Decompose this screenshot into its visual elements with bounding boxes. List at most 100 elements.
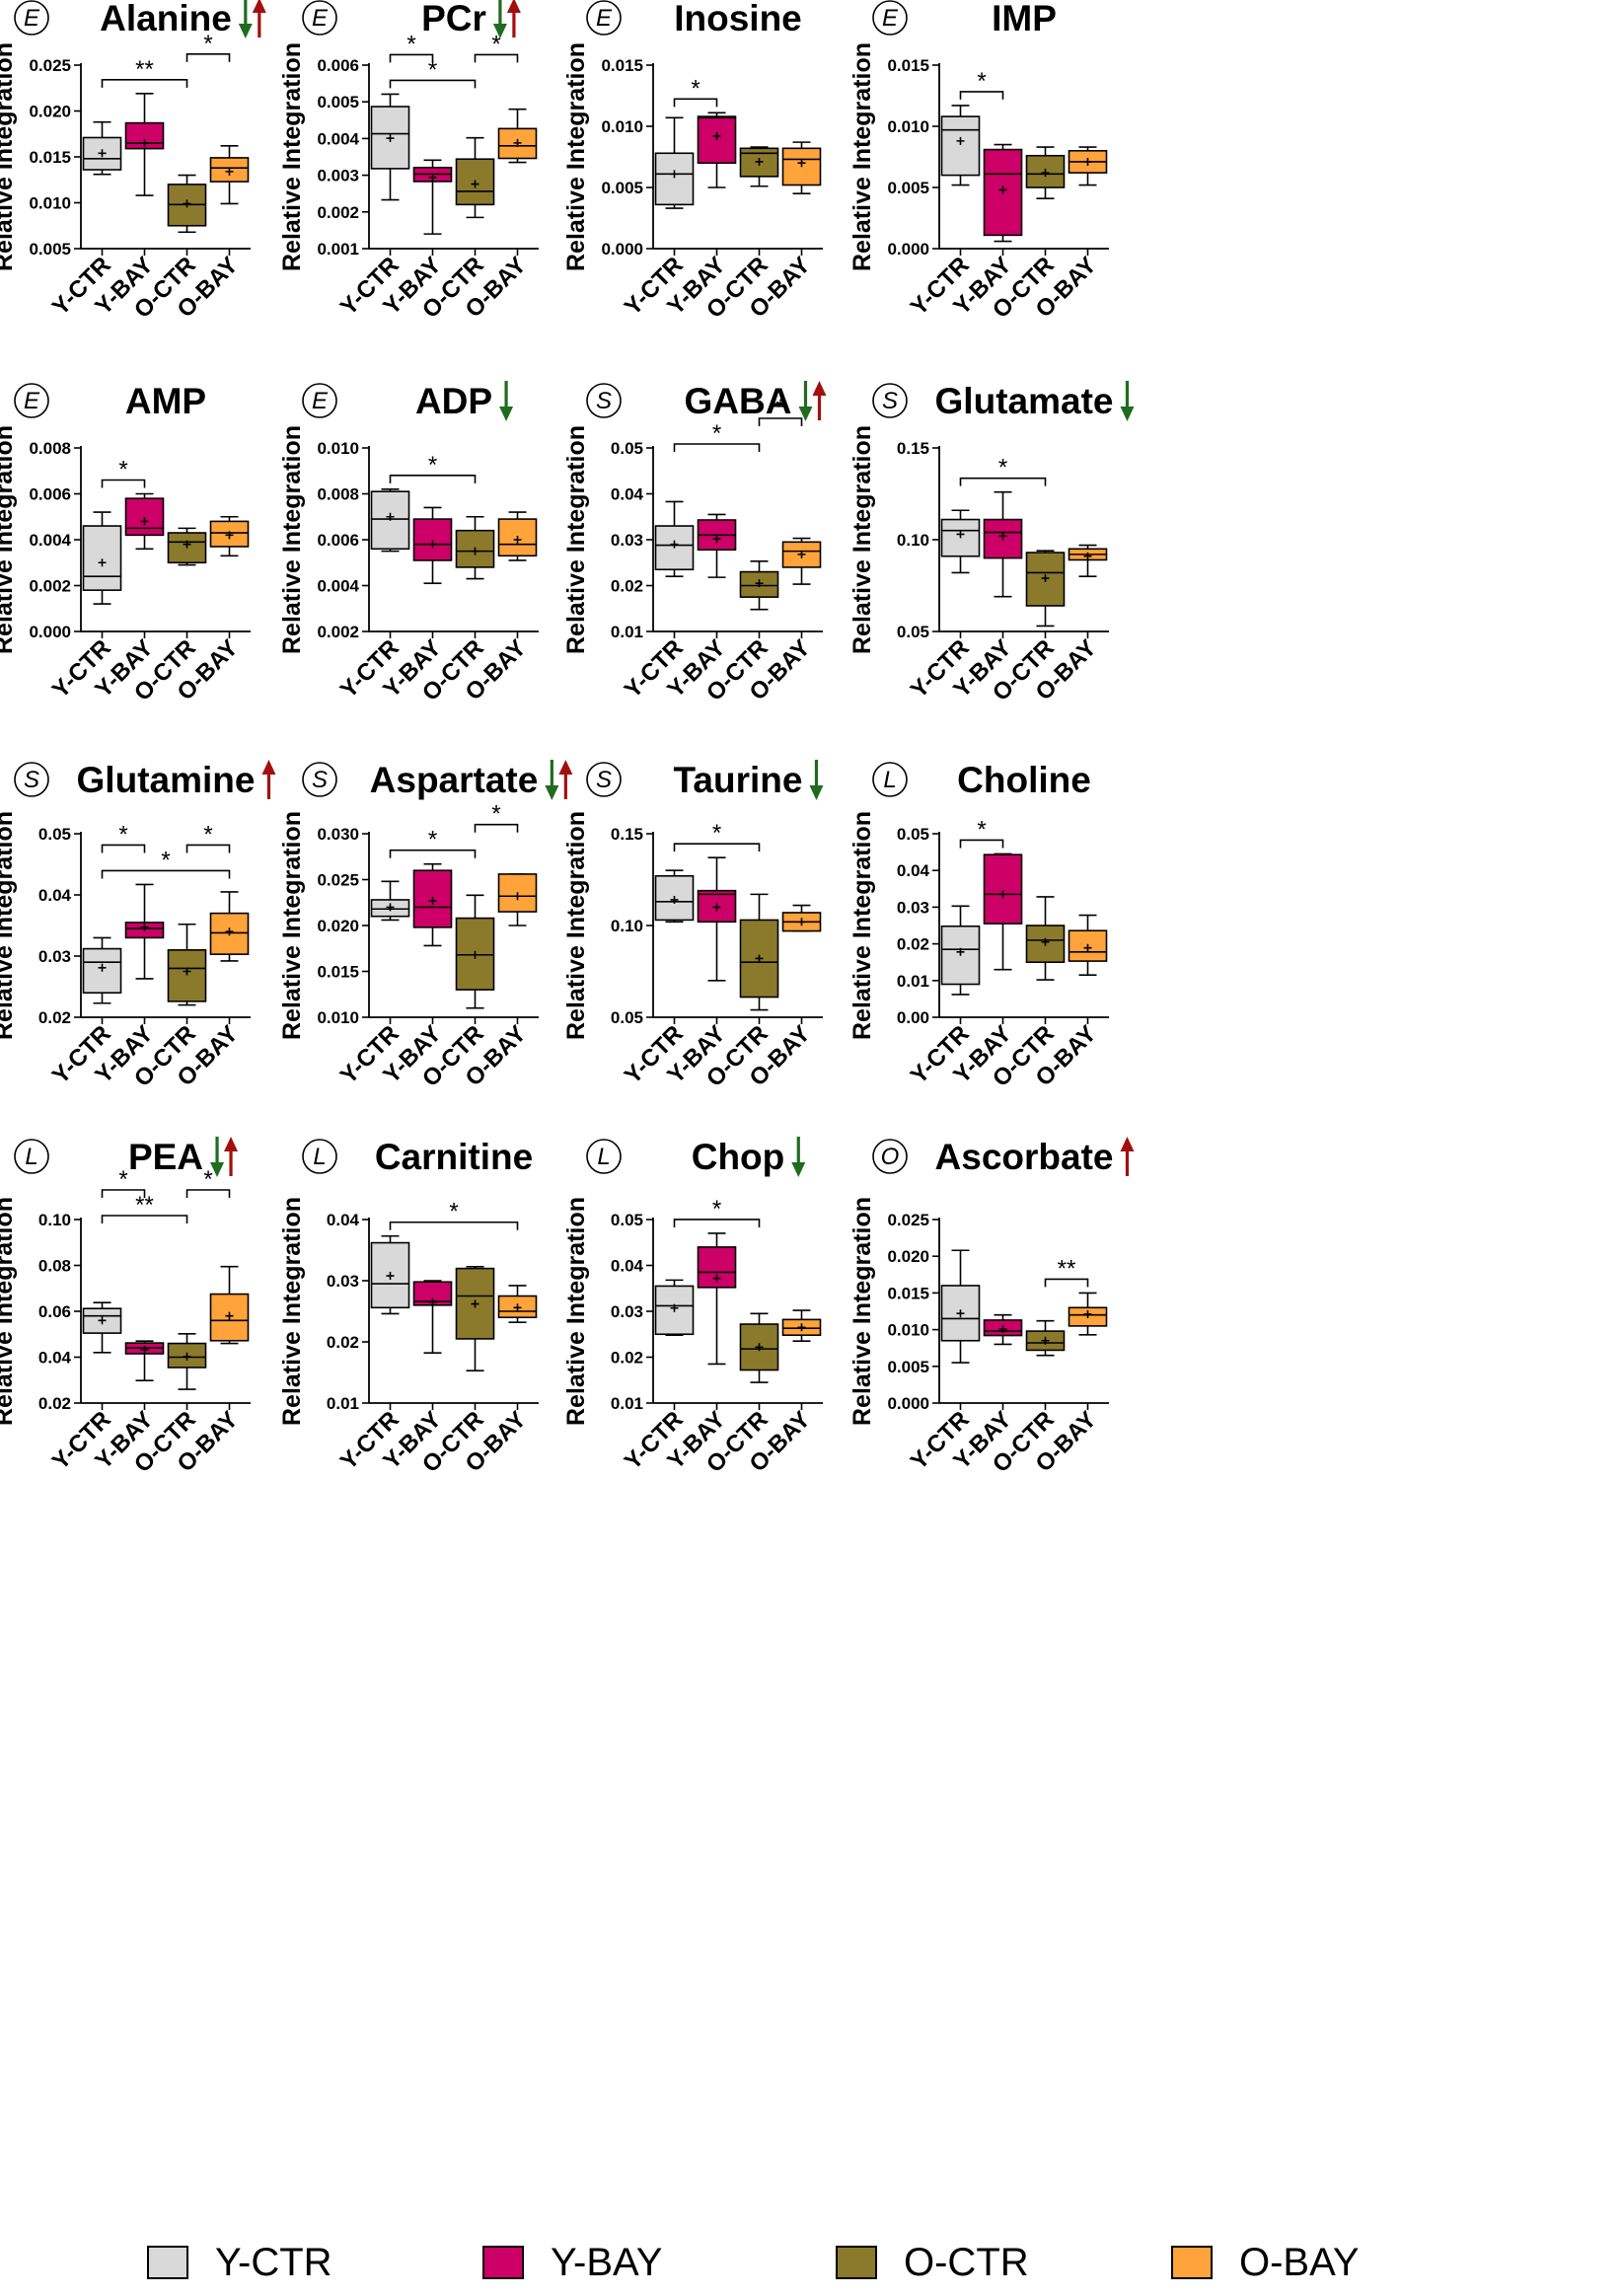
significance-label: ** xyxy=(135,1192,154,1219)
mean-marker xyxy=(183,199,191,208)
significance-label: * xyxy=(712,420,721,447)
significance-label: * xyxy=(203,1166,212,1193)
arrow-up-icon xyxy=(812,381,827,420)
y-tick-label: 0.005 xyxy=(29,240,71,259)
box-o-ctr xyxy=(739,1312,779,1383)
arrow-down-icon xyxy=(210,1137,225,1177)
significance-bracket: * xyxy=(101,821,146,853)
chart-title: Choline xyxy=(957,760,1091,800)
badge-letter: E xyxy=(24,388,40,414)
y-tick-label: 0.010 xyxy=(887,1321,929,1340)
y-tick-label: 0.005 xyxy=(887,179,929,197)
arrow-head xyxy=(210,1162,225,1177)
arrow-down-icon xyxy=(492,0,507,38)
y-tick-label: 0.000 xyxy=(29,623,71,641)
y-axis-label: Relative Integration xyxy=(848,811,876,1040)
y-tick-label: 0.03 xyxy=(611,531,643,550)
box-o-ctr xyxy=(1025,550,1066,628)
mean-marker xyxy=(471,180,479,188)
significance-label: * xyxy=(977,816,986,843)
arrow-head xyxy=(558,760,573,775)
badge-circle xyxy=(302,762,337,797)
arrow-down-icon xyxy=(1120,381,1135,421)
bracket-line xyxy=(389,849,477,858)
badge-circle xyxy=(872,0,908,36)
mean-marker xyxy=(755,157,764,166)
box-y-ctr xyxy=(940,1249,981,1364)
mean-marker xyxy=(998,1324,1007,1333)
box-o-bay xyxy=(497,873,538,926)
y-tick-label: 0.025 xyxy=(317,871,359,890)
mean-marker xyxy=(1041,1336,1050,1345)
mean-marker xyxy=(386,1272,395,1281)
bracket-line xyxy=(474,823,519,833)
arrow-head xyxy=(812,381,827,396)
chart-title: Carnitine xyxy=(375,1137,533,1177)
category-badge: S xyxy=(586,762,622,797)
badge-circle xyxy=(14,0,49,36)
significance-label: * xyxy=(775,395,784,421)
mean-marker xyxy=(225,927,234,936)
chart-pcr: E PCr Relative Integration 0.001 0.002 0.003 0… xyxy=(278,0,539,324)
mean-marker xyxy=(670,540,679,549)
box-y-bay xyxy=(412,159,453,235)
chart-inosine: E Inosine Relative Integration 0.000 0.005 0.… xyxy=(562,0,823,324)
y-axis-label: Relative Integration xyxy=(848,1197,876,1426)
bracket-line xyxy=(101,869,231,879)
chart-title: IMP xyxy=(992,0,1057,38)
box-o-bay xyxy=(1068,544,1108,578)
legend-item-o-bay: O-BAY xyxy=(1171,2241,1360,2284)
y-tick-label: 0.02 xyxy=(38,1008,71,1027)
arrow-head xyxy=(809,785,824,800)
y-tick-label: 0.015 xyxy=(601,56,643,75)
box-o-bay xyxy=(209,145,250,205)
box-y-ctr xyxy=(654,116,695,209)
mean-marker xyxy=(998,532,1007,541)
box-y-ctr xyxy=(82,511,122,605)
mean-marker xyxy=(1083,1309,1092,1318)
box-y-ctr xyxy=(370,93,410,201)
chart-gaba: S GABA Relative Integration 0.01 0.02 0.03 0.0… xyxy=(562,381,827,706)
legend-swatch xyxy=(147,2246,188,2279)
mean-marker xyxy=(1041,574,1050,583)
bracket-line xyxy=(389,475,477,483)
mean-marker xyxy=(1083,157,1092,166)
arrow-up-icon xyxy=(261,760,276,799)
mean-marker xyxy=(140,923,149,931)
significance-bracket: * xyxy=(959,455,1047,486)
significance-bracket: * xyxy=(185,31,231,62)
badge-circle xyxy=(872,1139,908,1174)
badge-circle xyxy=(586,0,622,36)
bracket-line xyxy=(101,1189,146,1198)
y-tick-label: 0.02 xyxy=(897,935,929,954)
legend-swatch xyxy=(1171,2246,1213,2279)
badge-circle xyxy=(302,383,337,418)
bracket-line xyxy=(185,1189,231,1198)
y-tick-label: 0.008 xyxy=(317,485,359,504)
legend-item-y-bay: Y-BAY xyxy=(482,2241,662,2284)
box-y-bay xyxy=(697,111,737,188)
badge-letter: S xyxy=(596,388,612,414)
y-tick-label: 0.04 xyxy=(897,861,930,880)
significance-bracket: * xyxy=(959,68,1004,100)
box-iqr xyxy=(167,948,207,1002)
box-o-ctr xyxy=(739,893,779,1011)
y-axis-label: Relative Integration xyxy=(848,425,876,654)
box-y-ctr xyxy=(82,120,122,176)
box-y-bay xyxy=(697,856,737,982)
badge-letter: E xyxy=(312,388,329,414)
chart-glutamate: S Glutamate Relative Integration 0.05 0.10 0.… xyxy=(848,381,1135,706)
chart-carnitine: L Carnitine Relative Integration 0.01 0.02 0.… xyxy=(278,1137,539,1478)
mean-marker xyxy=(956,947,965,956)
significance-label: * xyxy=(491,801,500,828)
box-o-ctr xyxy=(739,146,779,187)
significance-label: * xyxy=(203,821,212,848)
mean-marker xyxy=(797,550,806,558)
mean-marker xyxy=(1083,552,1092,560)
significance-bracket: * xyxy=(389,452,477,483)
y-tick-label: 0.04 xyxy=(611,1257,644,1276)
y-tick-label: 0.00 xyxy=(897,1008,929,1027)
significance-bracket: ** xyxy=(1044,1255,1089,1288)
mean-marker xyxy=(956,530,965,539)
